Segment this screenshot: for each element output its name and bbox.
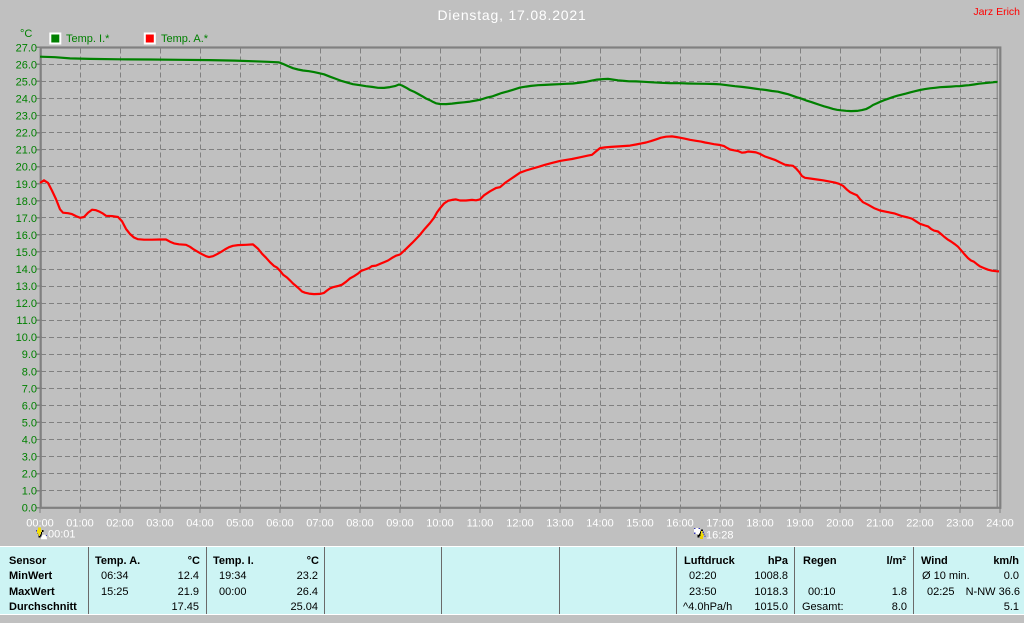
svg-text:12.0: 12.0	[16, 298, 37, 310]
svg-text:20.0: 20.0	[16, 162, 37, 174]
svg-text:09:00: 09:00	[386, 518, 414, 530]
svg-text:2.0: 2.0	[22, 469, 37, 481]
svg-text:7.0: 7.0	[22, 383, 37, 395]
svg-text:11:00: 11:00	[467, 518, 494, 530]
svg-text:26.0: 26.0	[16, 59, 37, 71]
svg-text:14.0: 14.0	[16, 264, 37, 276]
svg-text:0.0: 0.0	[22, 503, 37, 515]
svg-text:6.0: 6.0	[22, 400, 37, 412]
svg-text:3.0: 3.0	[22, 452, 37, 464]
svg-text:°C: °C	[20, 28, 32, 40]
svg-text:4.0: 4.0	[22, 435, 37, 447]
svg-text:23.0: 23.0	[16, 111, 37, 123]
svg-text:21.0: 21.0	[16, 145, 37, 157]
svg-text:16.0: 16.0	[16, 230, 37, 242]
svg-text:13:00: 13:00	[546, 518, 574, 530]
svg-text:08:00: 08:00	[346, 518, 374, 530]
svg-text:24.0: 24.0	[16, 94, 37, 106]
svg-text:03:00: 03:00	[146, 518, 174, 530]
svg-text:15.0: 15.0	[16, 247, 37, 259]
svg-text:5.0: 5.0	[22, 417, 37, 429]
svg-text:8.0: 8.0	[22, 366, 37, 378]
svg-text:24:00: 24:00	[986, 518, 1014, 530]
svg-text:22:00: 22:00	[906, 518, 934, 530]
svg-text:23:00: 23:00	[946, 518, 974, 530]
svg-text:10.0: 10.0	[16, 332, 37, 344]
svg-text:12:00: 12:00	[506, 518, 534, 530]
svg-text:00:00: 00:00	[26, 518, 54, 530]
svg-text:17:00: 17:00	[706, 518, 734, 530]
svg-text:21:00: 21:00	[866, 518, 894, 530]
svg-text:00:01: 00:01	[48, 529, 76, 541]
svg-text:04:00: 04:00	[186, 518, 214, 530]
svg-text:19:00: 19:00	[786, 518, 814, 530]
svg-text:16:28: 16:28	[706, 530, 734, 542]
svg-text:1.0: 1.0	[22, 486, 37, 498]
svg-text:Temp. I.*: Temp. I.*	[66, 33, 110, 45]
svg-text:06:00: 06:00	[266, 518, 294, 530]
svg-text:13.0: 13.0	[16, 281, 37, 293]
svg-text:9.0: 9.0	[22, 349, 37, 361]
svg-text:10:00: 10:00	[426, 518, 454, 530]
svg-text:02:00: 02:00	[106, 518, 134, 530]
svg-text:25.0: 25.0	[16, 76, 37, 88]
svg-text:20:00: 20:00	[826, 518, 854, 530]
svg-text:16:00: 16:00	[666, 518, 694, 530]
svg-text:18.0: 18.0	[16, 196, 37, 208]
svg-text:05:00: 05:00	[226, 518, 254, 530]
svg-text:14:00: 14:00	[586, 518, 614, 530]
svg-text:01:00: 01:00	[66, 518, 94, 530]
svg-text:11.0: 11.0	[16, 315, 37, 327]
svg-text:15:00: 15:00	[626, 518, 654, 530]
svg-text:07:00: 07:00	[306, 518, 334, 530]
svg-text:19.0: 19.0	[16, 179, 37, 191]
svg-text:18:00: 18:00	[746, 518, 774, 530]
svg-text:Temp. A.*: Temp. A.*	[161, 33, 209, 45]
svg-text:22.0: 22.0	[16, 128, 37, 140]
svg-text:27.0: 27.0	[16, 42, 37, 54]
svg-text:17.0: 17.0	[16, 213, 37, 225]
